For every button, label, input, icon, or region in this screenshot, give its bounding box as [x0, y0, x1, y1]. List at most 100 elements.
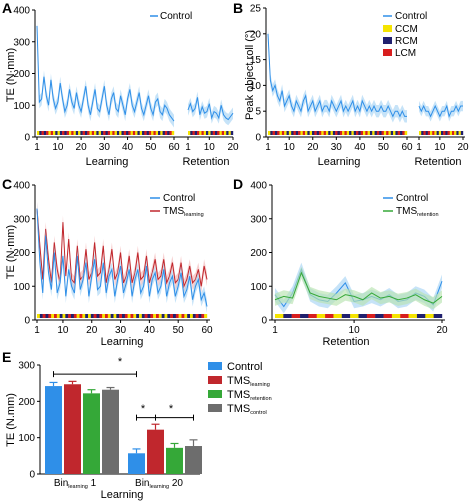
panel-a-condition-block	[114, 131, 118, 135]
panel-a-y-tick-label: 400	[13, 6, 30, 17]
panel-b-condition-block	[365, 131, 368, 135]
panel-b-condition-block	[309, 131, 313, 135]
panel-a-condition-block	[169, 131, 172, 135]
panel-b-x-tick-label: 60	[401, 142, 413, 153]
panel-c-condition-block	[56, 314, 60, 318]
panel-a-condition-block	[203, 131, 207, 135]
panel-d-condition-block	[275, 314, 284, 318]
panel-d-x-tick-label: 1	[272, 325, 278, 336]
panel-c-condition-block	[124, 314, 128, 318]
panel-a-x-tick-label: 30	[99, 142, 111, 153]
panel-c-condition-block	[127, 314, 131, 318]
panel-c-condition-block	[119, 314, 123, 318]
panel-d-y-tick-label: 0	[261, 316, 267, 327]
panel-b-condition-block	[270, 131, 273, 135]
panel-a-condition-block	[146, 131, 150, 135]
panel-c-y-tick-label: 400	[13, 181, 30, 192]
panel-a-xlabel-learning: Learning	[86, 156, 129, 168]
panel-d-condition-block	[433, 314, 443, 318]
panel-a-condition-block	[41, 131, 45, 135]
panel-e-bar-2-group-1	[64, 384, 81, 474]
panel-e-bar-1-group-1	[45, 386, 62, 474]
panel-c-condition-block	[170, 314, 174, 318]
panel-b-x-tick-label: 20	[307, 142, 319, 153]
panel-c-condition-block	[68, 314, 72, 318]
panel-b-condition-block	[443, 131, 446, 135]
panel-e-category-1-main: Bin	[54, 478, 68, 489]
panel-b-condition-block	[286, 131, 290, 135]
panel-d-condition-block	[366, 314, 376, 318]
panel-b-condition-block	[321, 131, 324, 135]
panel-b-condition-block	[376, 131, 380, 135]
panel-b-condition-block	[330, 131, 334, 135]
panel-a-condition-block	[119, 131, 122, 135]
panel-b-condition-block	[386, 131, 389, 135]
panel-c-condition-block	[93, 314, 97, 318]
panel-b-legend-ccm-swatch	[383, 25, 392, 32]
panel-c-condition-block	[201, 314, 205, 318]
panel-a-condition-block	[94, 131, 97, 135]
panel-b-condition-block	[423, 131, 426, 135]
panel-d-condition-block	[283, 314, 292, 318]
panel-b-condition-block	[441, 131, 444, 135]
panel-a-condition-block	[116, 131, 120, 135]
panel-b-condition-block	[325, 131, 329, 135]
panel-c-legend-tms-main: TMS	[163, 206, 184, 217]
panel-b-x-tick-label: 1	[265, 142, 271, 153]
panel-e-bar-4-group-2	[185, 446, 202, 474]
panel-e-legend-tms-learning: TMSlearning	[227, 375, 270, 388]
panel-a-condition-block	[148, 131, 152, 135]
panel-a-condition-block	[123, 131, 127, 135]
panel-b-y-tick-label: 10	[250, 81, 262, 92]
panel-a-condition-block	[217, 131, 220, 135]
panel-e-legend-tms-retention-main: TMS	[227, 389, 250, 401]
panel-label-e: E	[2, 349, 11, 365]
panel-a-condition-block	[107, 131, 111, 135]
panel-a-condition-block	[144, 131, 147, 135]
panel-e-legend-tms-control-swatch	[208, 404, 222, 412]
panel-d-y-tick-label: 100	[250, 282, 267, 293]
panel-b-condition-block	[356, 131, 359, 135]
panel-c-x-tick-label: 60	[201, 325, 213, 336]
panel-c-tms-learning-line	[36, 208, 208, 289]
panel-c-condition-block	[195, 314, 199, 318]
panel-b-legend-lcm-swatch	[383, 49, 392, 56]
panel-b-condition-block	[274, 131, 278, 135]
panel-b-condition-block	[358, 131, 361, 135]
panel-c-condition-block	[161, 314, 165, 318]
panel-b-condition-block	[323, 131, 327, 135]
panel-a-condition-block	[91, 131, 95, 135]
panel-c-condition-block	[116, 314, 120, 318]
panel-b-condition-block	[346, 131, 350, 135]
panel-e-bar-4-group-1	[102, 389, 119, 474]
panel-b-control-learning-error-band	[268, 27, 407, 123]
panel-c-condition-block	[133, 314, 137, 318]
panel-a-ylabel: TE (N·mm)	[5, 48, 17, 102]
panel-b-x-tick-label: 30	[331, 142, 343, 153]
panel-b-condition-block	[379, 131, 382, 135]
panel-a-condition-block	[46, 131, 49, 135]
panel-b-condition-block	[268, 131, 271, 135]
panel-a-control-retention-line	[187, 97, 234, 121]
panel-a-x-tick-label: 10	[204, 142, 216, 153]
panel-b-condition-block	[402, 131, 405, 135]
panel-b-control-retention-error-band	[419, 100, 463, 122]
panel-a-y-tick-label: 200	[13, 69, 30, 80]
panel-c-legend-tms-sub: learning	[184, 212, 204, 218]
panel-e-sig-star-2: *	[141, 403, 146, 415]
panel-a-condition-block	[210, 131, 213, 135]
panel-a-condition-block	[37, 131, 40, 135]
panel-b-condition-block	[460, 131, 464, 135]
panel-b-condition-block	[436, 131, 439, 135]
panel-d-x-tick-label: 20	[436, 325, 448, 336]
panel-d-legend-tms-main: TMS	[396, 206, 417, 217]
panel-d-condition-block	[350, 314, 359, 318]
panel-a-condition-block	[59, 131, 63, 135]
panel-e-legend-tms-retention: TMSretention	[227, 389, 272, 402]
panel-a-condition-block	[208, 131, 211, 135]
panel-a-condition-block	[128, 131, 131, 135]
panel-b-ylabel: Peak object roll (°)	[244, 30, 256, 120]
panel-b-condition-block	[395, 131, 398, 135]
panel-a-condition-block	[48, 131, 51, 135]
